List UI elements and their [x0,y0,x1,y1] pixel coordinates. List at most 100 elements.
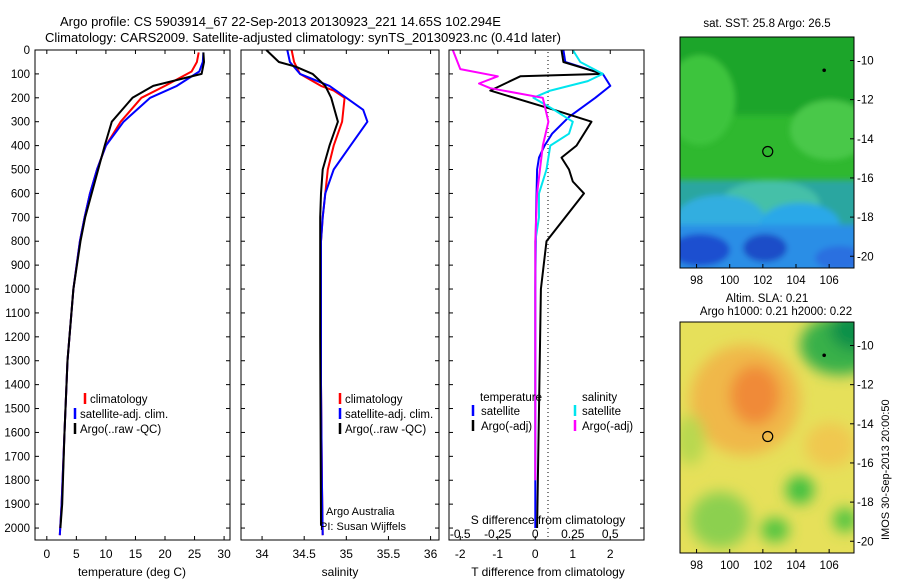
map-y-tick-label: -10 [857,340,874,352]
y-tick-label: 1500 [4,404,30,416]
sla-ticks: 98 100 102 104 106 -10 -12 -14 -16 -18 -20 [690,340,874,572]
temperature-ticks: 0 5 10 15 20 25 300100200300400500600700800900… [4,45,231,561]
legend-heading-temperature: temperature [480,392,542,404]
series-line-2 [59,52,205,529]
y-tick-label: 1000 [4,284,30,296]
x-tick-label: 25 [188,547,202,561]
y-tick-label: 1600 [4,427,30,439]
x-tick-label: 34 [255,547,269,561]
series-line-3 [451,49,550,481]
top-tick-label: 0.25 [561,527,585,541]
map-x-tick-label: 98 [690,275,703,287]
map-y-tick-label: -14 [857,419,874,431]
legend-label-temp-argo: Argo(-adj) [481,421,532,433]
legend-label-satellite: satellite-adj. clim. [345,409,433,421]
series-line-2 [532,49,604,481]
sla-map-title: Altim. SLA: 0.21 [726,293,808,305]
y-tick-label: 600 [11,188,30,200]
x-tick-label: 0 [532,547,539,561]
y-tick-label: 2000 [4,523,30,535]
legend-label-argo: Argo(..raw -QC) [345,424,426,436]
top-tick-label: 0.5 [602,527,619,541]
series-line-1 [286,49,369,536]
y-tick-label: 200 [11,93,30,105]
map-x-tick-label: 104 [786,560,806,572]
legend-label-satellite: satellite-adj. clim. [80,409,168,421]
temperature-frame [34,49,231,541]
y-tick-label: 1700 [4,451,30,463]
y-tick-label: 1400 [4,380,30,392]
salinity-panel: 34 34.5 35 35.5 36 salinity climatology sate… [240,49,440,579]
salinity-legend: climatology satellite-adj. clim. Argo(..… [338,393,433,436]
map-y-tick-label: -16 [857,173,874,185]
map-y-tick-label: -12 [857,95,874,107]
y-tick-label: 700 [11,212,30,224]
x-tick-label: 36 [424,547,438,561]
salinity-frame [240,49,440,541]
sla-frame [679,321,855,554]
x-tick-label: 1 [569,547,576,561]
map-x-tick-label: 100 [720,560,739,572]
x-tick-label: 30 [217,547,231,561]
sla-markers [762,353,826,443]
difference-series [451,49,612,529]
x-tick-label: 5 [73,547,80,561]
argo-position-marker [762,145,774,158]
legend-label-argo: Argo(..raw -QC) [80,424,161,436]
series-line-2 [265,49,339,526]
annotation-pi: PI: Susan Wijffels [320,521,406,533]
temperature-series [58,52,205,536]
sla-map-subtitle: Argo h1000: 0.21 h2000: 0.22 [700,306,852,318]
map-x-tick-label: 104 [786,275,806,287]
x-tick-label: 35.5 [377,547,401,561]
legend-label-temp-satellite: satellite [481,406,520,418]
series-line-1 [58,52,205,536]
difference-top-ticks: -0.5 -0.25 0 0.25 0.5 [450,527,619,541]
y-tick-label: 900 [11,260,30,272]
map-x-tick-label: 100 [720,275,739,287]
difference-frame [448,49,645,541]
map-x-tick-label: 102 [753,275,772,287]
map-y-tick-label: -14 [857,134,874,146]
y-tick-label: 1800 [4,475,30,487]
timestamp-stamp: IMOS 30-Sep-2013 20:00:50 [880,399,892,540]
y-tick-label: 400 [11,141,30,153]
temperature-legend: climatology satellite-adj. clim. Argo(..… [73,393,168,436]
x-tick-label: 15 [129,547,143,561]
series-line-1 [489,49,604,529]
difference-legend: temperature satellite Argo(-adj) salinit… [471,392,633,433]
series-line-0 [58,52,200,536]
difference-xlabel: T difference from climatology [471,565,625,579]
x-tick-label: -2 [455,547,466,561]
sst-frame [679,36,855,269]
climatology-title: Climatology: CARS2009. Satellite-adjuste… [45,30,561,45]
sst-field [680,37,854,268]
legend-label-climatology: climatology [90,394,148,406]
x-tick-label: 34.5 [293,547,317,561]
difference-panel: -2 -1 0 1 2 S difference from climatology -0… [448,49,645,579]
y-tick-label: 500 [11,165,30,177]
x-tick-label: 10 [99,547,113,561]
map-y-tick-label: -18 [857,497,874,509]
salinity-series [265,49,369,536]
map-x-tick-label: 106 [820,275,839,287]
salinity-ticks: 34 34.5 35 35.5 36 [241,49,439,561]
y-tick-label: 1900 [4,499,30,511]
map-y-tick-label: -20 [857,251,874,263]
sla-field [680,322,854,553]
top-tick-label: -0.25 [484,527,512,541]
map-x-tick-label: 102 [753,560,772,572]
y-tick-label: 1100 [5,308,30,320]
top-tick-label: -0.5 [450,527,471,541]
map-y-tick-label: -10 [857,55,874,67]
salinity-xlabel: salinity [322,565,359,579]
x-tick-label: 0 [43,547,50,561]
map-y-tick-label: -20 [857,536,874,548]
x-tick-label: 20 [158,547,172,561]
sst-map: sat. SST: 25.8 Argo: 26.5 98 100 102 104 106… [679,18,874,287]
sla-map: Altim. SLA: 0.21 Argo h1000: 0.21 h2000:… [679,293,874,572]
x-tick-label: 35 [340,547,354,561]
y-tick-label: 100 [11,69,30,81]
sst-markers [762,68,826,158]
